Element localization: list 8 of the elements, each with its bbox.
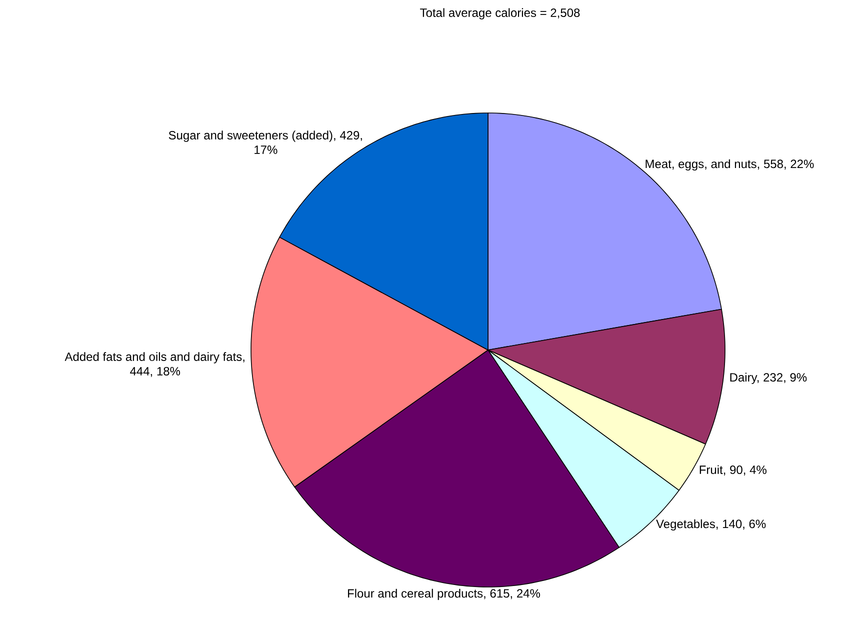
slice-label: Dairy, 232, 9% <box>730 372 807 384</box>
slice-label: Vegetables, 140, 6% <box>656 519 766 531</box>
chart-title: Total average calories = 2,508 <box>420 8 580 20</box>
slice-label: Sugar and sweeteners (added), 429, 17% <box>168 130 362 154</box>
slice-label: Added fats and oils and dairy fats, 444, 18% <box>64 352 244 377</box>
slice-label: Flour and cereal products, 615, 24% <box>348 588 540 600</box>
slice-label: Meat, eggs, and nuts, 558, 22% <box>646 159 814 171</box>
slice-label: Fruit, 90, 4% <box>700 465 766 476</box>
